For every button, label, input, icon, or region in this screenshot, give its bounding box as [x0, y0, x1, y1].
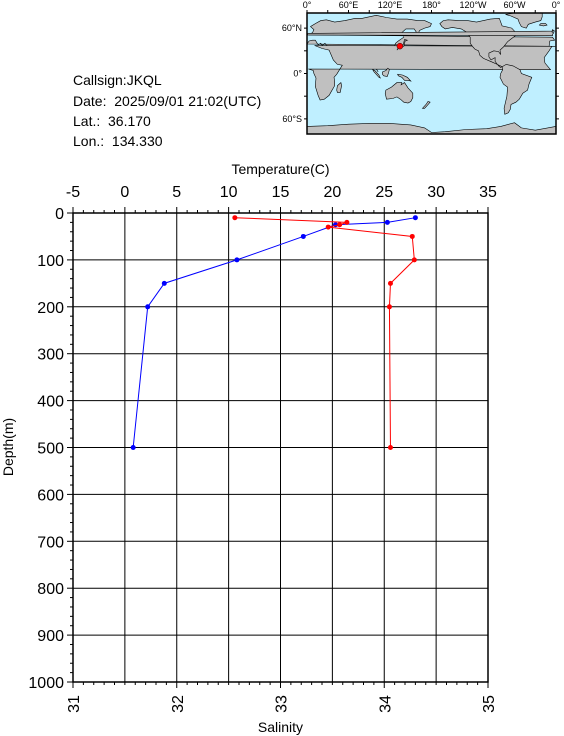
salinity-data-point	[411, 257, 417, 263]
salinity-data-point	[387, 445, 393, 450]
date-text: Date: 2025/09/01 21:02(UTC)	[73, 93, 262, 109]
depth-tick-label: 500	[37, 441, 64, 458]
temperature-tick-label: 30	[427, 184, 445, 201]
temperature-tick-label: 20	[323, 184, 341, 201]
salinity-tick-label: 32	[170, 695, 187, 713]
salinity-tick-label: 34	[377, 695, 394, 713]
land-south-america	[499, 64, 533, 115]
latitude-text: Lat.: 36.170	[73, 113, 151, 129]
temperature-data-point	[412, 215, 418, 221]
temperature-tick-label: 0	[120, 184, 129, 201]
map-latitude-label: 60°S	[282, 114, 302, 124]
map-longitude-label: 0°	[552, 0, 561, 10]
salinity-tick-label: 35	[481, 695, 498, 713]
salinity-data-point	[387, 280, 393, 286]
temperature-data-point	[234, 257, 240, 263]
depth-tick-label: 800	[37, 581, 64, 598]
salinity-tick-label: 33	[274, 695, 291, 713]
map-longitude-label: 60°W	[503, 0, 526, 10]
salinity-data-point	[344, 219, 350, 225]
temperature-data-point	[130, 445, 136, 450]
temperature-axis-label: Temperature(C)	[231, 161, 329, 177]
salinity-data-point	[325, 224, 331, 230]
land-borneo	[382, 67, 390, 77]
station-marker	[396, 42, 404, 50]
salinity-data-point	[386, 304, 392, 310]
depth-tick-label: 200	[37, 300, 64, 317]
temperature-tick-label: 15	[272, 184, 290, 201]
depth-tick-label: 700	[37, 534, 64, 551]
land-new-zealand	[421, 101, 431, 109]
land-australia	[384, 82, 414, 104]
map-longitude-label: 180°	[422, 0, 441, 10]
temperature-data-point	[145, 304, 151, 310]
map-latitude-label: 0°	[293, 69, 302, 79]
land-madagascar	[336, 82, 342, 93]
depth-tick-label: 900	[37, 628, 64, 645]
temperature-tick-label: -5	[66, 184, 80, 201]
depth-tick-label: 400	[37, 394, 64, 411]
depth-tick-label: 0	[55, 206, 64, 223]
depth-tick-label: 1000	[28, 675, 64, 692]
map-longitude-label: 120°E	[378, 0, 403, 10]
temperature-tick-label: 10	[220, 184, 238, 201]
salinity-data-point	[232, 215, 238, 221]
land-sumatra	[371, 69, 381, 79]
salinity-data-point	[409, 233, 415, 239]
land-new-guinea	[397, 73, 412, 82]
salinity-axis-label: Salinity	[258, 719, 303, 735]
map-latitude-label: 60°N	[282, 23, 302, 33]
land-north-america	[439, 17, 518, 68]
depth-tick-label: 300	[37, 347, 64, 364]
temperature-tick-label: 5	[172, 184, 181, 201]
callsign-text: Callsign:JKQL	[73, 72, 162, 88]
temperature-data-point	[384, 219, 390, 225]
land-iceland	[538, 23, 548, 27]
world-map: 0° 60°E 120°E 180° 120°W 60°W 0° 60°N 0° 60°S	[282, 0, 561, 135]
temperature-data-point	[300, 233, 306, 239]
salinity-data-point	[337, 222, 343, 228]
depth-tick-label: 100	[37, 253, 64, 270]
map-longitude-label: 0°	[303, 0, 312, 10]
depth-axis-label: Depth(m)	[0, 418, 16, 476]
temperature-series-line	[132, 217, 416, 448]
salinity-series-line	[234, 217, 415, 448]
map-longitude-label: 120°W	[459, 0, 487, 10]
temperature-data-point	[161, 280, 167, 286]
temperature-tick-label: 35	[479, 184, 497, 201]
depth-tick-label: 600	[37, 487, 64, 504]
longitude-text: Lon.: 134.330	[73, 133, 163, 149]
map-longitude-label: 60°E	[339, 0, 359, 10]
temperature-tick-label: 25	[375, 184, 393, 201]
salinity-tick-label: 31	[66, 695, 83, 713]
